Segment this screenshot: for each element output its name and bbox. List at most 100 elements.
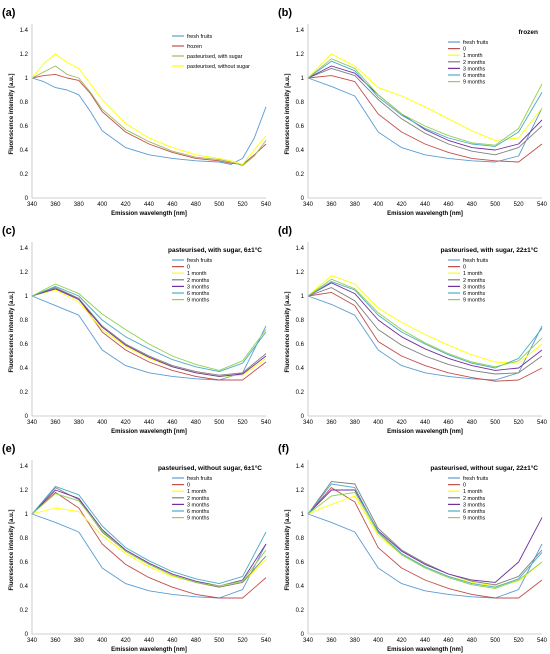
series-line: [307, 67, 543, 156]
y-tick-label: 0.8: [20, 536, 29, 542]
y-tick-label: 0.8: [296, 100, 305, 106]
series-line: [307, 53, 543, 141]
y-tick-label: 1.2: [296, 270, 305, 276]
series-line: [307, 75, 543, 163]
legend-entry: 0: [187, 265, 190, 271]
x-tick-label: 520: [514, 420, 525, 426]
x-tick-label: 540: [261, 420, 272, 426]
x-tick-label: 520: [238, 638, 249, 644]
legend-entry: fresh fruits: [187, 34, 212, 40]
series-line: [307, 282, 543, 371]
x-tick-label: 400: [97, 638, 108, 644]
series-line: [31, 489, 267, 587]
y-tick-label: 0.2: [296, 390, 305, 396]
x-tick-label: 480: [191, 420, 202, 426]
chart-panel: (c) 0 0.2 0.4 0.6 0.8 1 1.2 1.4 340 360 380 400 420 44…: [2, 225, 272, 435]
y-tick-label: 0: [301, 632, 305, 638]
y-tick-label: 1: [25, 294, 29, 300]
y-tick-label: 0.2: [296, 608, 305, 614]
x-tick-label: 380: [74, 202, 85, 208]
panel-label: (b): [278, 7, 292, 19]
y-axis-label: Fluorescence intensity [a.u.]: [285, 509, 291, 590]
x-tick-label: 480: [191, 638, 202, 644]
legend-entry: 0: [187, 483, 190, 489]
series-line: [307, 481, 543, 586]
y-axis-label: Fluorescence intensity [a.u.]: [9, 509, 15, 590]
x-tick-label: 380: [74, 638, 85, 644]
x-tick-label: 360: [326, 202, 337, 208]
x-tick-label: 460: [167, 638, 178, 644]
legend-entry: 3 months: [463, 66, 485, 72]
series-line: [31, 73, 267, 165]
panel-label: (c): [2, 225, 16, 237]
chart-panel: (d) 0 0.2 0.4 0.6 0.8 1 1.2 1.4 340 360 380 400 420 44…: [278, 225, 548, 435]
y-axis-label: Fluorescence intensity [a.u.]: [285, 291, 291, 372]
panel-label: (a): [2, 7, 16, 19]
series-line: [31, 289, 267, 377]
x-axis-label: Emission wavelength [nm]: [111, 211, 187, 217]
x-tick-label: 460: [167, 420, 178, 426]
x-tick-label: 380: [350, 638, 361, 644]
y-tick-label: 0.4: [20, 366, 29, 372]
x-tick-label: 540: [261, 202, 272, 208]
x-tick-label: 500: [490, 638, 501, 644]
legend-entry: 1 month: [187, 271, 206, 277]
x-tick-label: 480: [467, 202, 478, 208]
legend-entry: 0: [463, 47, 466, 53]
series-line: [307, 58, 543, 146]
legend-entry: 2 months: [463, 496, 485, 502]
x-tick-label: 420: [397, 202, 408, 208]
y-tick-label: 0: [301, 196, 305, 202]
series-line: [31, 487, 267, 588]
y-tick-label: 0.6: [20, 560, 29, 566]
series-line: [307, 77, 543, 163]
y-tick-label: 0.6: [20, 342, 29, 348]
x-tick-label: 400: [373, 202, 384, 208]
y-tick-label: 1.4: [20, 28, 29, 34]
x-tick-label: 360: [50, 638, 61, 644]
legend-entry: 1 month: [463, 489, 482, 495]
chart-title: frozen: [519, 29, 539, 36]
series-line: [31, 485, 267, 585]
chart-panel: (a) 0 0.2 0.4 0.6 0.8 1 1.2 1.4 340 360 380 400 420 44…: [2, 7, 272, 217]
y-axis-label: Fluorescence intensity [a.u.]: [9, 73, 15, 154]
x-tick-label: 540: [537, 638, 548, 644]
x-tick-label: 360: [50, 202, 61, 208]
y-axis-label: Fluorescence intensity [a.u.]: [285, 73, 291, 154]
x-axis-label: Emission wavelength [nm]: [111, 429, 187, 435]
y-tick-label: 0.8: [20, 318, 29, 324]
y-tick-label: 1.2: [296, 488, 305, 494]
y-tick-label: 0.8: [296, 536, 305, 542]
y-tick-label: 0.2: [20, 608, 29, 614]
x-tick-label: 440: [420, 420, 431, 426]
chart-panel: (e) 0 0.2 0.4 0.6 0.8 1 1.2 1.4 340 360 380 400 420 44…: [2, 443, 272, 653]
x-tick-label: 520: [238, 202, 249, 208]
x-axis-label: Emission wavelength [nm]: [387, 211, 463, 217]
panel-label: (d): [278, 225, 292, 237]
chart-panel: (f) 0 0.2 0.4 0.6 0.8 1 1.2 1.4 340 360 380 400 420 44…: [278, 443, 548, 653]
y-tick-label: 1.4: [296, 28, 305, 34]
y-tick-label: 1.4: [20, 464, 29, 470]
y-tick-label: 1: [301, 76, 305, 82]
x-tick-label: 460: [167, 202, 178, 208]
legend-entry: 3 months: [187, 502, 209, 508]
legend-entry: 6 months: [463, 73, 485, 79]
series-line: [307, 287, 543, 375]
legend-entry: 3 months: [187, 284, 209, 290]
y-tick-label: 0: [25, 632, 29, 638]
y-tick-label: 1.2: [20, 52, 29, 58]
y-tick-label: 0.2: [296, 172, 305, 178]
series-line: [31, 288, 267, 381]
legend-entry: fresh fruits: [463, 258, 488, 264]
legend-entry: 2 months: [187, 496, 209, 502]
y-tick-label: 0.2: [20, 172, 29, 178]
x-tick-label: 420: [121, 638, 132, 644]
legend-entry: 9 months: [463, 80, 485, 86]
x-tick-label: 420: [397, 420, 408, 426]
x-tick-label: 400: [373, 638, 384, 644]
series-line: [307, 278, 543, 368]
y-tick-label: 1.2: [20, 270, 29, 276]
legend-entry: 1 month: [463, 53, 482, 59]
legend-entry: fresh fruits: [187, 476, 212, 482]
y-tick-label: 0.6: [296, 560, 305, 566]
